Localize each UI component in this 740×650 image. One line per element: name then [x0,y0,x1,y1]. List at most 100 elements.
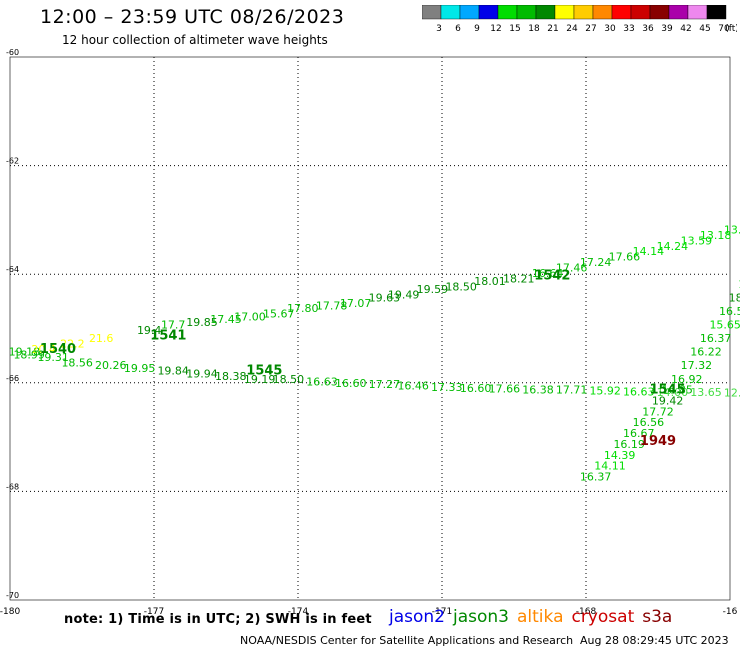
wave-height-label: 16.56 [633,416,665,429]
colorbar-label-12: 12 [490,24,501,34]
wave-height-label: 20.4 [31,343,56,356]
colorbar-label-24: 24 [566,24,578,34]
wave-height-label: 14.11 [594,460,626,473]
colorbar-label-21: 21 [547,24,558,34]
colorbar-label-15: 15 [509,24,520,34]
wave-height-label: 18.21 [503,272,535,285]
wave-height-label: 19.19 [244,373,276,386]
map-subtitle: 12 hour collection of altimeter wave hei… [62,33,328,47]
colorbar-unit: (ft) [725,24,737,34]
wave-height-label: 17.7 [161,319,186,332]
lon-tick-label: -171 [432,607,452,617]
pass-time-label: 1545 [650,383,686,398]
wave-height-label: 13.65 [690,386,722,399]
lon-tick-label: -177 [144,607,164,617]
legend-altika: altika [517,607,564,627]
pass-time-label: 1542 [534,269,570,284]
wave-height-label: 21.6 [89,332,114,345]
wave-height-label: 16.22 [690,346,722,359]
wave-height-label: 19.94 [186,367,218,380]
lat-tick-label: -70 [6,591,19,600]
wave-height-label: 22.2 [60,338,85,351]
wave-height-label: 16.63 [623,385,655,398]
wave-height-label: 18.50 [445,280,477,293]
wave-height-label: 14.24 [657,240,689,253]
wave-height-label: 13.18 [700,229,732,242]
wave-height-label: 19.49 [388,289,420,302]
colorbar-label-70: 70 [718,24,730,34]
wave-height-label: 18.01 [474,275,506,288]
wave-height-label: 16.67 [623,427,655,440]
generated-timestamp: Aug 28 08:29:45 UTC 2023 [580,634,729,647]
wave-height-label: 19.4 [137,324,162,337]
wave-height-label: 17.07 [340,297,372,310]
legend-jason2: jason2 [389,607,445,627]
wave-height-label: 14.00 [657,386,689,399]
wave-height-label: 17.66 [489,383,521,396]
wave-height-label: 17.32 [681,359,713,372]
colorbar-label-33: 33 [623,24,634,34]
footer-note: note: 1) Time is in UTC; 2) SWH is in fe… [64,612,372,627]
colorbar-label-39: 39 [661,24,673,34]
legend-jason3: jason3 [453,607,509,627]
wave-height-label: 18.38 [215,370,247,383]
wave-height-label: 17.45 [210,313,242,326]
pass-time-label: 1949 [640,434,676,449]
pass-time-label: 1545 [246,364,282,379]
colorbar-label-6: 6 [455,24,461,34]
wave-height-label: 15.16 [738,278,740,291]
wave-height-label: 16.37 [580,471,612,484]
legend-s3a: s3a [642,607,673,627]
map-frame [9,56,731,601]
colorbar-label-45: 45 [699,24,710,34]
legend-cryosat: cryosat [571,607,635,627]
pass-time-label: 1540 [40,342,76,357]
map-title: 12:00 – 23:59 UTC 08/26/2023 [40,6,345,28]
wave-height-label: 16.63 [306,376,338,389]
wave-height-label: 17.71 [556,384,588,397]
wave-height-label: 17.24 [580,256,612,269]
wave-height-label: 15.65 [709,319,740,332]
lat-tick-label: -64 [6,265,19,274]
wave-height-label: 15.92 [589,385,621,398]
wave-height-label: 18.90 [729,291,740,304]
lon-tick-label: -16 [723,607,738,617]
wave-height-label: 19.59 [417,283,449,296]
wave-height-label: 17.80 [287,302,319,315]
wave-height-label: 17.66 [609,251,641,264]
wave-height-label: 12.11 [724,386,740,399]
colorbar-label-30: 30 [604,24,616,34]
lon-tick-label: -180 [0,607,20,617]
lon-tick-label: -174 [288,607,309,617]
wave-height-label: 13.28 [724,223,740,236]
wave-height-label: 17.78 [316,299,348,312]
wave-height-label: 16.46 [397,379,429,392]
colorbar-label-42: 42 [680,24,691,34]
wave-height-label: 16.92 [671,373,703,386]
wave-height-label: 16.64 [532,267,564,280]
wave-height-label: 19.84 [157,365,189,378]
wave-height-label: 17.00 [234,310,266,323]
wave-height-label: 19.95 [124,362,156,375]
wave-height-label: 19.63 [369,291,401,304]
wave-height-label: 17.33 [431,381,463,394]
colorbar-label-36: 36 [642,24,654,34]
colorbar-swatch-70 [706,5,727,20]
colorbar-label-18: 18 [528,24,540,34]
wave-height-label: 20.26 [95,359,127,372]
wave-height-label: 16.85 [661,384,693,397]
lon-tick-label: -168 [576,607,597,617]
wave-height-label: 16.60 [460,382,492,395]
wave-height-label: 17.46 [556,261,588,274]
wave-height-label: 16.56 [719,305,740,318]
wave-height-label: 19.42 [652,395,684,408]
wave-height-label: 16.60 [335,377,367,390]
lat-tick-label: -62 [6,157,19,166]
wave-height-label: 16.19 [613,438,645,451]
colorbar-label-3: 3 [436,24,442,34]
wave-height-label: 18.50 [273,373,305,386]
credit-line: NOAA/NESDIS Center for Satellite Applica… [240,634,574,647]
wave-height-label: 15.67 [263,308,295,321]
wave-height-label: 14.14 [633,245,665,258]
